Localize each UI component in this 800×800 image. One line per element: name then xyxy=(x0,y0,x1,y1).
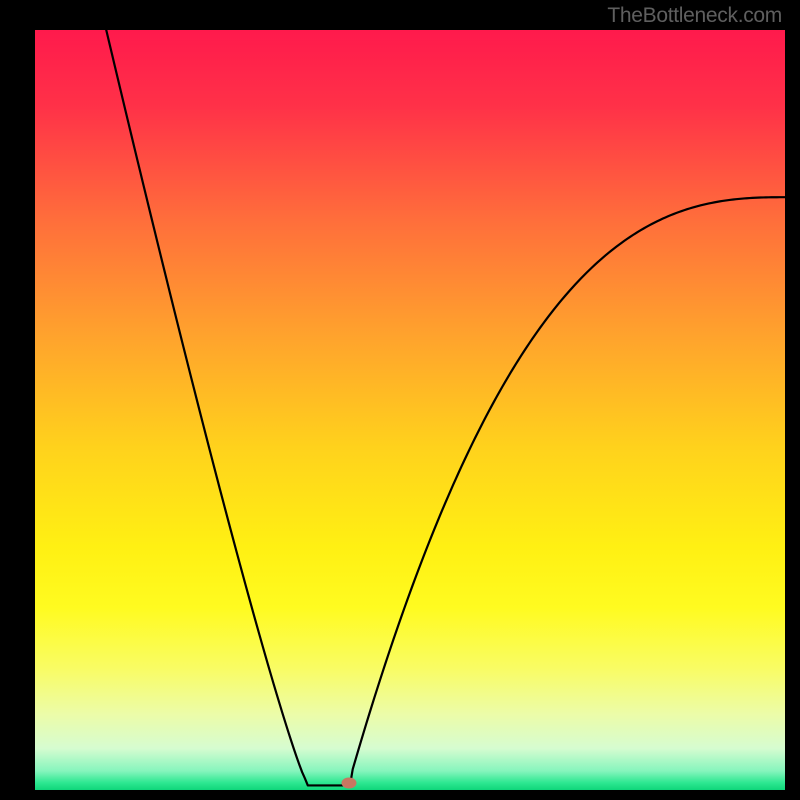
bottleneck-curve xyxy=(35,30,785,790)
optimum-marker xyxy=(341,778,356,789)
plot-frame xyxy=(35,30,785,790)
chart-container: TheBottleneck.com xyxy=(0,0,800,800)
watermark-text: TheBottleneck.com xyxy=(607,4,782,28)
